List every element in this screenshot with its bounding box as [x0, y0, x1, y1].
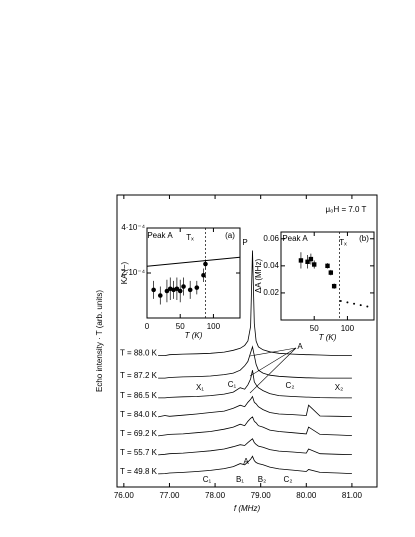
x-tick-label: 81.00 — [342, 491, 363, 500]
spectrum — [158, 455, 352, 475]
series-label: T = 55.7 K — [120, 448, 158, 457]
x-tick-label: 50 — [176, 322, 185, 331]
annotation: C₂ — [286, 381, 295, 390]
point — [346, 301, 349, 304]
point — [325, 263, 330, 269]
point — [308, 256, 314, 262]
x-tick-label: 80.00 — [296, 491, 317, 500]
annotation: B₁ — [236, 475, 244, 484]
x-axis-label: f (MHz) — [234, 504, 261, 513]
plot-frame — [146, 227, 241, 319]
x-tick-label: 77.00 — [159, 491, 180, 500]
y-tick-label: 0.04 — [263, 261, 279, 270]
plot-frame — [116, 194, 378, 488]
pointer — [249, 347, 297, 357]
point — [359, 304, 362, 307]
spectrum — [158, 438, 352, 456]
fit-line — [146, 256, 241, 267]
point — [353, 302, 356, 305]
series-label: T = 84.0 K — [120, 410, 158, 419]
spectrum — [158, 416, 352, 437]
y-tick-label: 2·10⁻⁴ — [121, 268, 145, 277]
annotation: (a) — [225, 231, 235, 240]
y-axis-label: KA (−) — [120, 261, 129, 284]
x-tick-label: 78.00 — [205, 491, 226, 500]
x-tick-label: 76.00 — [114, 491, 135, 500]
point — [312, 262, 317, 267]
annotation: X₂ — [335, 383, 343, 392]
pointer — [249, 347, 297, 377]
annotation: C₁ — [203, 475, 212, 484]
point — [366, 305, 369, 308]
spectrum — [158, 250, 352, 356]
point — [298, 258, 304, 263]
plot-frame — [280, 231, 375, 321]
y-axis-label: ΔA (MHz) — [254, 259, 263, 294]
spectrum — [158, 345, 352, 379]
point — [331, 283, 337, 289]
point — [174, 286, 180, 292]
y-axis-label: Echo intensity · T (arb. units) — [95, 290, 104, 392]
x-tick-label: 100 — [207, 322, 221, 331]
point — [164, 288, 170, 294]
point — [339, 300, 342, 303]
annotation: P — [242, 238, 247, 247]
y-tick-label: 4·10⁻⁴ — [121, 223, 145, 232]
point — [157, 293, 163, 298]
series-label: T = 88.0 K — [120, 349, 158, 358]
annotation: C₁ — [228, 380, 237, 389]
annotation: μ₀H = 7.0 T — [326, 205, 367, 214]
series-label: T = 86.5 K — [120, 391, 158, 400]
x-tick-label: 100 — [341, 324, 355, 333]
annotation: Tₓ — [186, 233, 194, 242]
x-axis-label: T (K) — [185, 331, 203, 340]
point — [181, 284, 186, 289]
annotation: (b) — [359, 234, 369, 243]
annotation: C₂ — [284, 475, 293, 484]
annotation: B₂ — [258, 475, 266, 484]
point — [187, 287, 193, 293]
x-tick-label: 79.00 — [251, 491, 272, 500]
point — [203, 261, 208, 267]
point — [328, 270, 334, 275]
series-label: T = 87.2 K — [120, 371, 158, 380]
annotation: Peak A — [282, 234, 308, 243]
series-label: T = 69.2 K — [120, 429, 158, 438]
spectrum — [158, 395, 352, 418]
annotation: A — [243, 457, 249, 466]
annotation: Peak A — [147, 231, 173, 240]
series-label: T = 49.8 K — [120, 467, 158, 476]
pointer — [249, 347, 297, 394]
y-tick-label: 0.06 — [263, 234, 279, 243]
annotation: X₁ — [196, 383, 204, 392]
annotation: A — [297, 342, 303, 351]
point — [194, 285, 200, 290]
x-tick-label: 0 — [145, 322, 150, 331]
y-tick-label: 0.02 — [263, 288, 279, 297]
spectrum — [158, 370, 352, 399]
x-tick-label: 50 — [310, 324, 319, 333]
point — [151, 287, 156, 293]
x-axis-label: T (K) — [319, 333, 337, 342]
annotation: Tₓ — [339, 238, 347, 247]
point — [201, 272, 206, 278]
point — [305, 259, 310, 264]
point — [177, 288, 183, 294]
